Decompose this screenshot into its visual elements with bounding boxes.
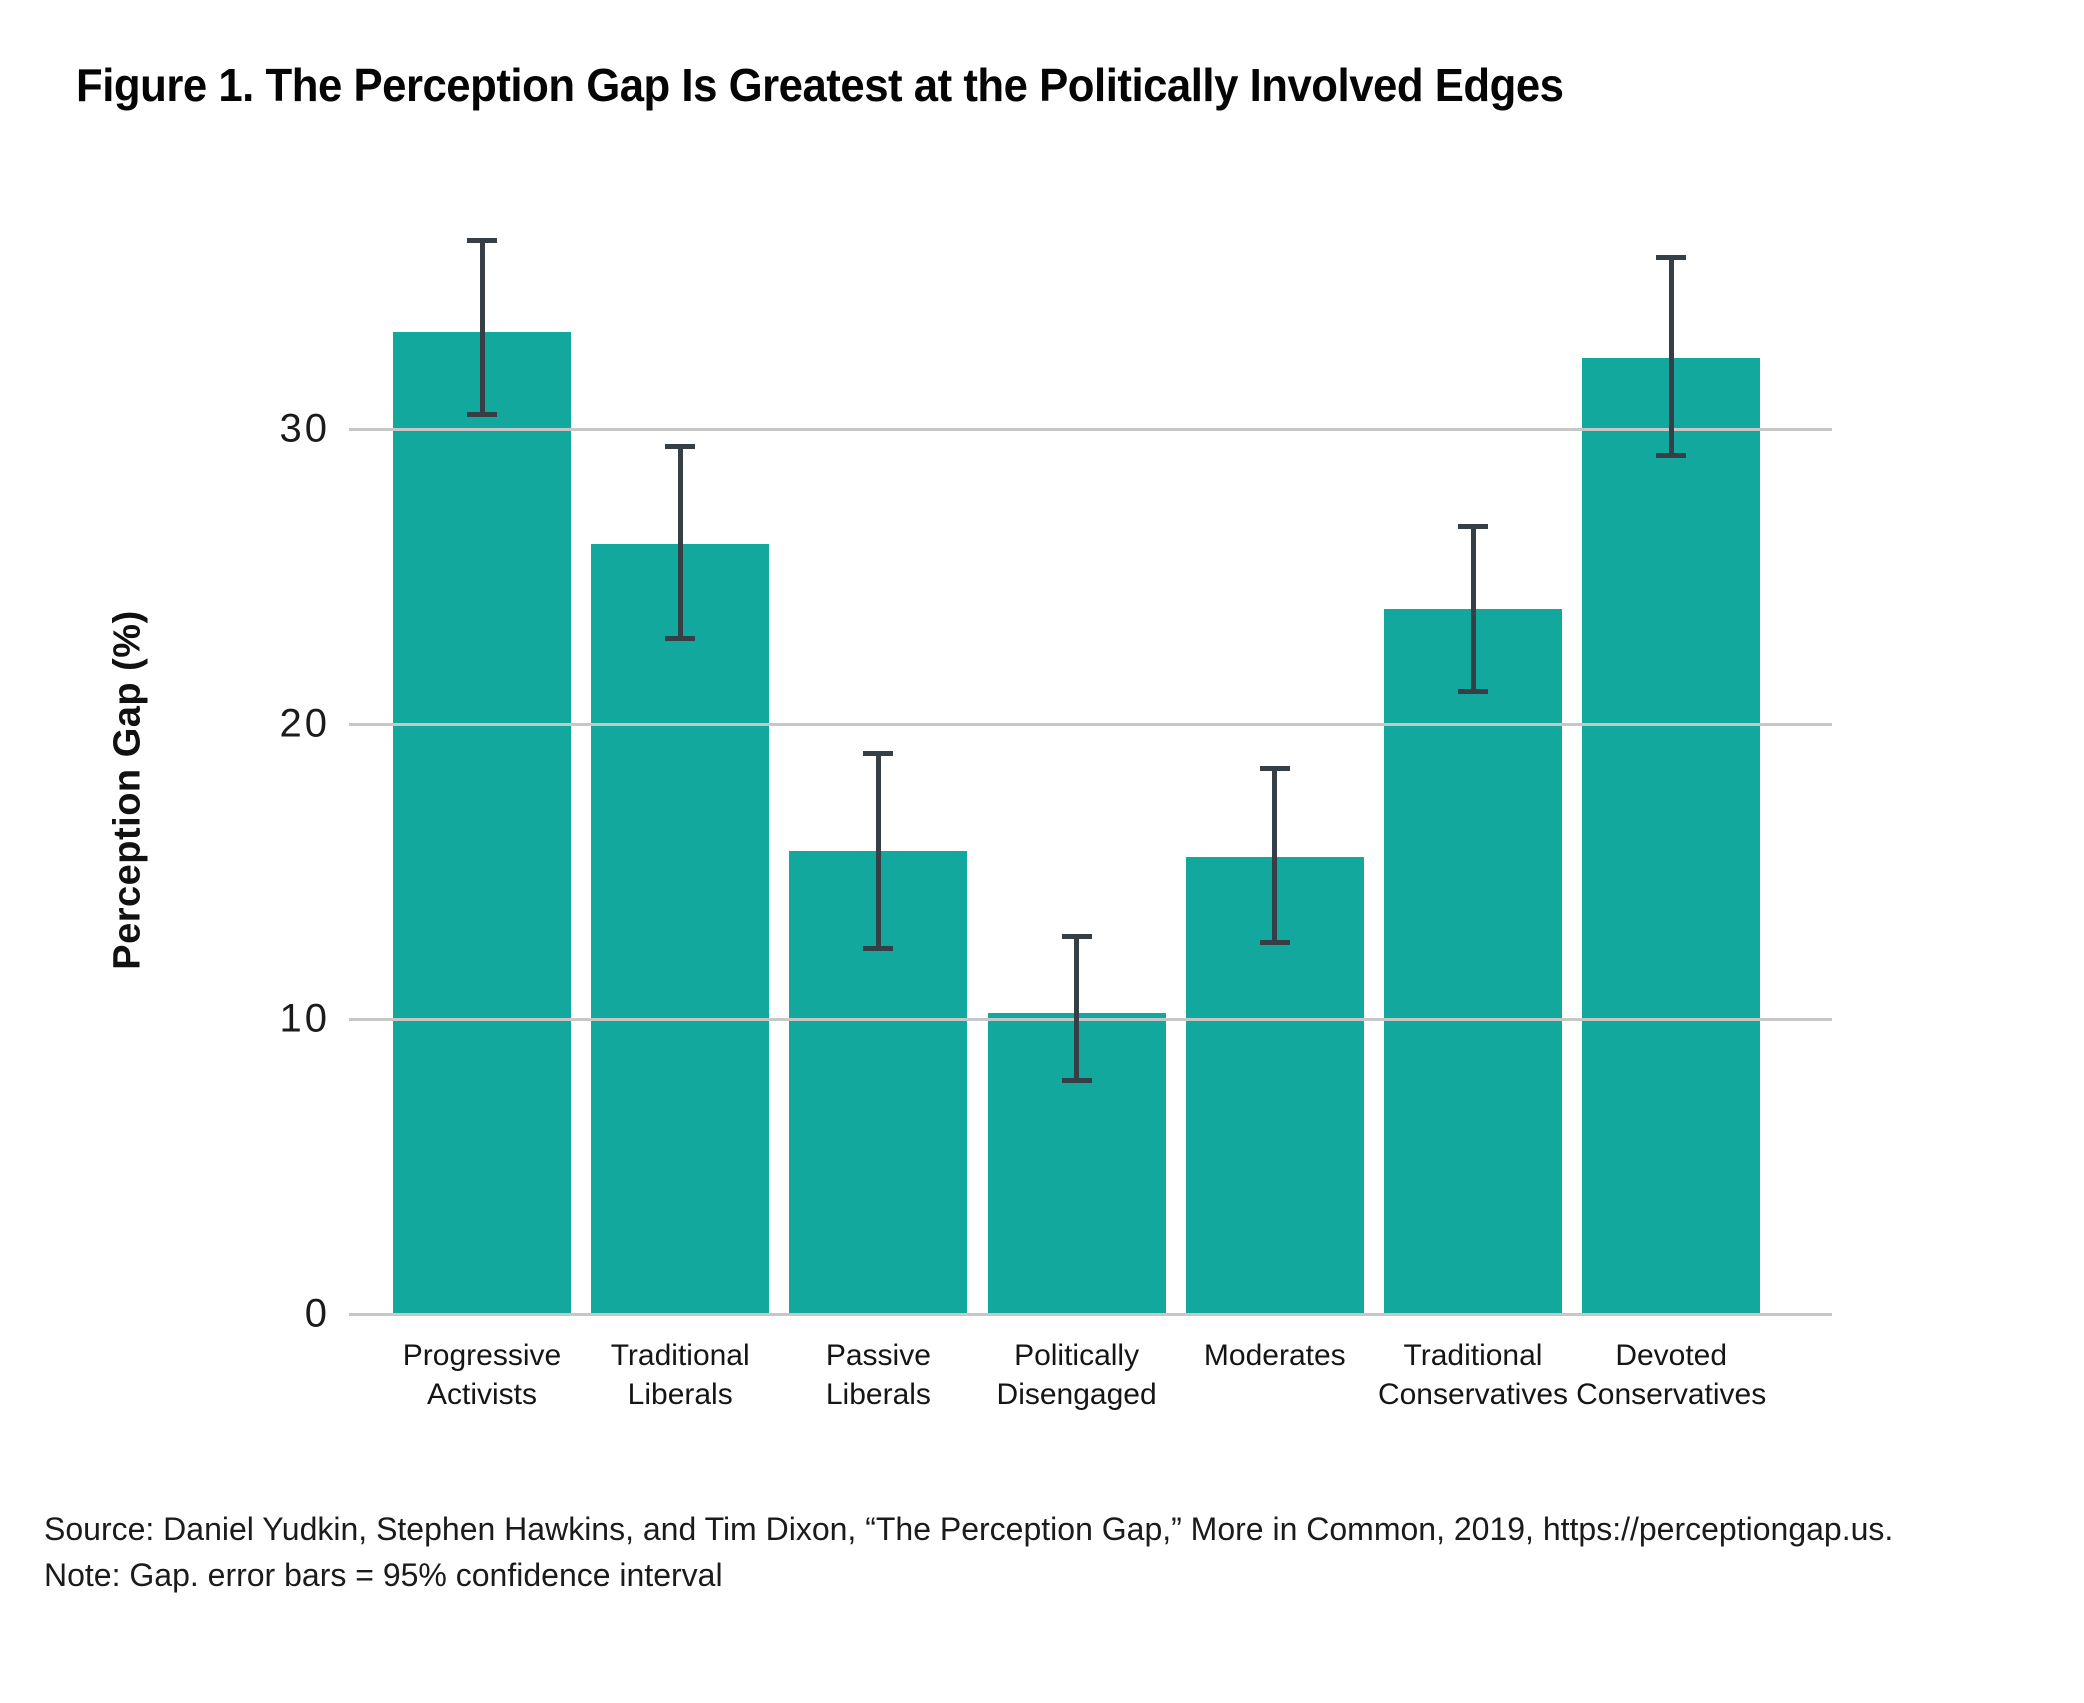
error-bar-progressive-activists-bottom-cap (467, 411, 497, 417)
category-label-devoted-conservatives: Devoted Conservatives (1531, 1336, 1811, 1414)
error-bar-traditional-liberals-top-cap (665, 444, 696, 450)
error-bar-traditional-liberals-bottom-cap (665, 635, 696, 641)
error-bar-moderates (1272, 768, 1278, 943)
error-bar-traditional-liberals (677, 446, 683, 639)
category-label-line: Moderates (1203, 1339, 1346, 1372)
category-label-moderates: Moderates (1135, 1336, 1415, 1375)
error-bar-devoted-conservatives-top-cap (1656, 255, 1687, 261)
category-label-traditional-conservatives: Traditional Conservatives (1333, 1336, 1613, 1414)
y-tick-label-0: 0 (304, 1291, 330, 1336)
x-axis-line (349, 1313, 1832, 1316)
category-label-line: Passive (825, 1339, 931, 1372)
error-bar-traditional-conservatives-bottom-cap (1458, 689, 1488, 695)
category-label-line: Progressive (402, 1339, 562, 1372)
bar-traditional-conservatives (1384, 608, 1562, 1314)
category-label-progressive-activists: Progressive Activists (342, 1336, 622, 1414)
error-bar-politically-disengaged (1074, 936, 1080, 1081)
category-label-line: Politically (1014, 1339, 1140, 1372)
gridline-10 (349, 1018, 1832, 1021)
error-bar-traditional-conservatives-top-cap (1458, 523, 1488, 529)
category-label-line: Disengaged (996, 1378, 1157, 1411)
y-tick-label-20: 20 (279, 701, 330, 746)
category-label-passive-liberals: Passive Liberals (738, 1336, 1018, 1414)
footer: Source: Daniel Yudkin, Stephen Hawkins, … (44, 1506, 1893, 1598)
category-label-traditional-liberals: Traditional Liberals (540, 1336, 820, 1414)
bar-devoted-conservatives (1582, 358, 1761, 1314)
error-bar-progressive-activists-top-cap (467, 237, 497, 243)
y-tick-label-10: 10 (279, 996, 330, 1041)
error-bar-passive-liberals (875, 753, 881, 949)
category-label-line: Activists (426, 1378, 537, 1411)
bar-progressive-activists (393, 331, 571, 1314)
error-bar-traditional-conservatives (1470, 526, 1476, 692)
y-tick-label-30: 30 (279, 406, 330, 451)
gridline-20 (349, 723, 1832, 726)
error-bar-moderates-bottom-cap (1259, 939, 1290, 945)
category-label-line: Liberals (627, 1378, 733, 1411)
category-label-line: Traditional (610, 1339, 750, 1372)
category-label-politically-disengaged: Politically Disengaged (937, 1336, 1217, 1414)
category-label-line: Devoted (1615, 1339, 1728, 1372)
error-bar-progressive-activists (479, 240, 485, 415)
y-axis-title: Perception Gap (%) (106, 610, 149, 970)
error-bar-passive-liberals-bottom-cap (863, 945, 894, 951)
note-text: Note: Gap. error bars = 95% confidence i… (44, 1557, 723, 1593)
error-bar-politically-disengaged-top-cap (1061, 933, 1092, 939)
category-label-line: Traditional (1403, 1339, 1543, 1372)
error-bar-politically-disengaged-bottom-cap (1061, 1078, 1092, 1084)
error-bar-moderates-top-cap (1259, 765, 1290, 771)
error-bar-passive-liberals-top-cap (863, 751, 894, 756)
source-text: Source: Daniel Yudkin, Stephen Hawkins, … (44, 1511, 1894, 1547)
error-bar-devoted-conservatives-bottom-cap (1656, 453, 1687, 459)
bar-traditional-liberals (591, 544, 770, 1314)
category-label-line: Conservatives (1576, 1378, 1767, 1411)
figure-title: Figure 1. The Perception Gap Is Greatest… (76, 59, 1564, 111)
gridline-30 (349, 428, 1832, 431)
category-label-line: Conservatives (1377, 1378, 1569, 1411)
error-bar-devoted-conservatives (1668, 257, 1674, 456)
category-label-line: Liberals (825, 1378, 931, 1411)
